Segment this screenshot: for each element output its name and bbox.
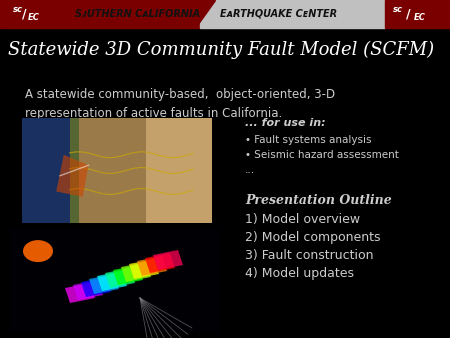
Polygon shape [73,280,103,300]
Bar [0,0,200,28]
Text: 4) Model updates: 4) Model updates [245,267,354,281]
Polygon shape [129,259,159,279]
Text: Statewide 3D Community Fault Model (SCFM): Statewide 3D Community Fault Model (SCFM… [8,41,434,59]
Text: A statewide community-based,  object-oriented, 3-D
representation of active faul: A statewide community-based, object-orie… [25,88,335,120]
Text: ... for use in:: ... for use in: [245,118,326,128]
Text: • Seismic hazard assessment: • Seismic hazard assessment [245,150,399,160]
Bar [22,118,75,223]
Polygon shape [195,0,215,28]
Bar [145,118,212,223]
Polygon shape [121,262,151,282]
Bar [69,118,85,223]
Text: Presentation Outline: Presentation Outline [245,193,392,207]
Polygon shape [97,271,127,291]
Text: EᴀRTHQUAKE CᴇNTER: EᴀRTHQUAKE CᴇNTER [220,9,337,19]
Polygon shape [113,265,143,285]
Text: /: / [406,7,410,21]
Text: sc: sc [13,5,23,15]
Polygon shape [65,283,95,303]
Polygon shape [56,155,89,197]
Text: 3) Fault construction: 3) Fault construction [245,249,374,263]
Text: EC: EC [414,13,426,22]
Text: 1) Model overview: 1) Model overview [245,214,360,226]
Bar [10,228,220,333]
Polygon shape [89,274,119,294]
Text: sc: sc [393,5,403,15]
Bar [200,0,385,28]
Text: /: / [22,7,26,21]
Text: SᴊUTHERN CᴀLIFORNIA: SᴊUTHERN CᴀLIFORNIA [75,9,200,19]
Polygon shape [105,268,135,288]
Bar [22,118,212,223]
Bar [79,118,155,223]
Polygon shape [153,250,183,270]
Text: 2) Model components: 2) Model components [245,232,381,244]
Text: EC: EC [28,13,40,22]
Ellipse shape [23,240,53,262]
Bar [385,0,450,28]
Polygon shape [137,256,167,276]
Text: ...: ... [245,165,255,175]
Text: • Fault systems analysis: • Fault systems analysis [245,135,372,145]
Polygon shape [145,253,175,273]
Polygon shape [81,277,111,297]
